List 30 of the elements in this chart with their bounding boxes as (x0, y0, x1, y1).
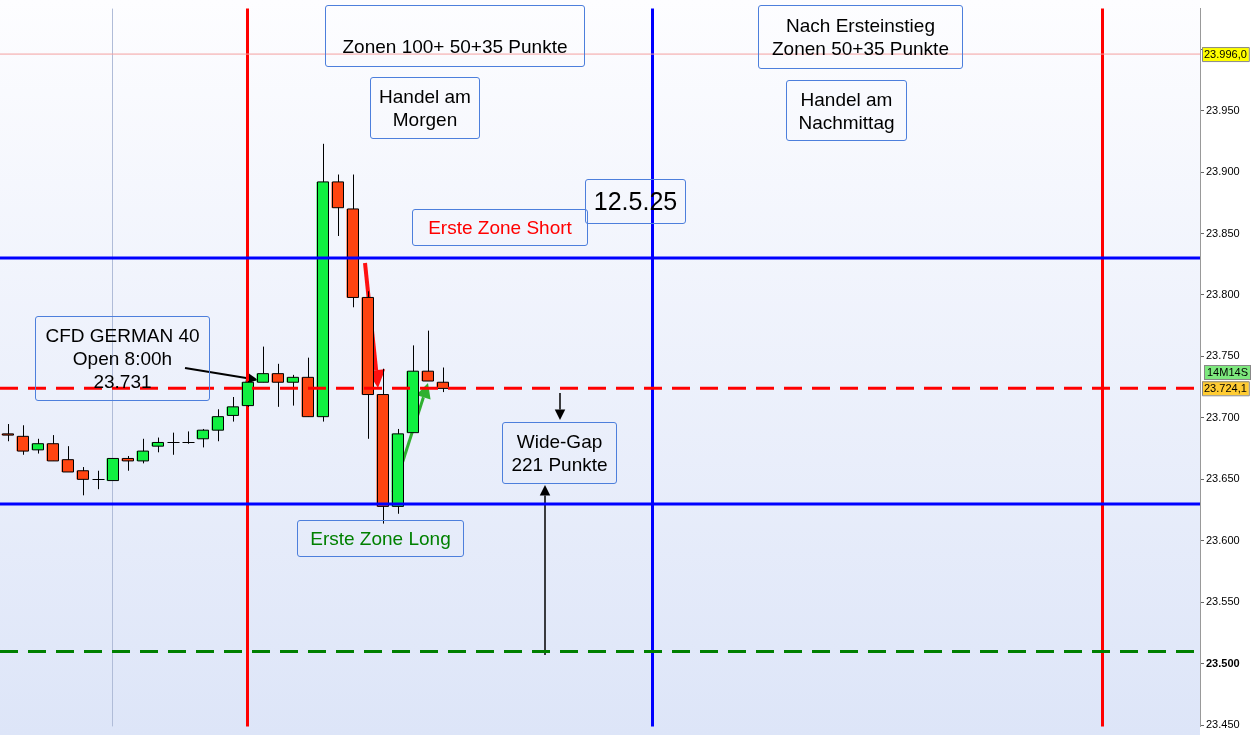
candlestick (211, 408, 224, 442)
annotation: Erste Zone Short (412, 209, 588, 246)
y-tick-label: 23.600 (1206, 533, 1240, 546)
y-tick-label: 23.650 (1206, 472, 1240, 485)
annotation: Handel am Nachmittag (786, 80, 907, 141)
y-tick-label: 23.700 (1206, 410, 1240, 423)
y-tick-label: 23.450 (1206, 718, 1240, 731)
y-tick-label: 23.950 (1206, 103, 1240, 116)
candlestick (76, 466, 89, 496)
candlestick (271, 363, 284, 408)
candlestick (92, 470, 105, 490)
candlestick (226, 396, 239, 423)
ref-line-label: 23.996,0 (1204, 47, 1247, 60)
y-tick-label: 23.500 (1206, 656, 1240, 669)
candlestick (167, 432, 180, 456)
y-tick-label: 23.850 (1206, 226, 1240, 239)
annotation: Wide-Gap 221 Punkte (502, 422, 617, 484)
y-tick-label: 23.550 (1206, 595, 1240, 608)
annotation: Nach Ersteinstieg Zonen 50+35 Punkte (758, 5, 963, 69)
y-tick-label: 23.800 (1206, 288, 1240, 301)
annotation: Handel am Morgen (370, 77, 480, 139)
y-tick-label: 23.750 (1206, 349, 1240, 362)
ref-line-label: 23.724,1 (1204, 381, 1247, 394)
y-tick-label: 23.900 (1206, 165, 1240, 178)
text: 14M14S (1204, 365, 1251, 380)
annotation: CFD GERMAN 40 Open 8:00h 23.731 (35, 316, 210, 401)
candlestick (182, 430, 195, 445)
annotation: Zonen 100+ 50+35 Punkte (325, 5, 585, 67)
annotation: Erste Zone Long (297, 520, 464, 557)
candlestick (256, 346, 269, 383)
